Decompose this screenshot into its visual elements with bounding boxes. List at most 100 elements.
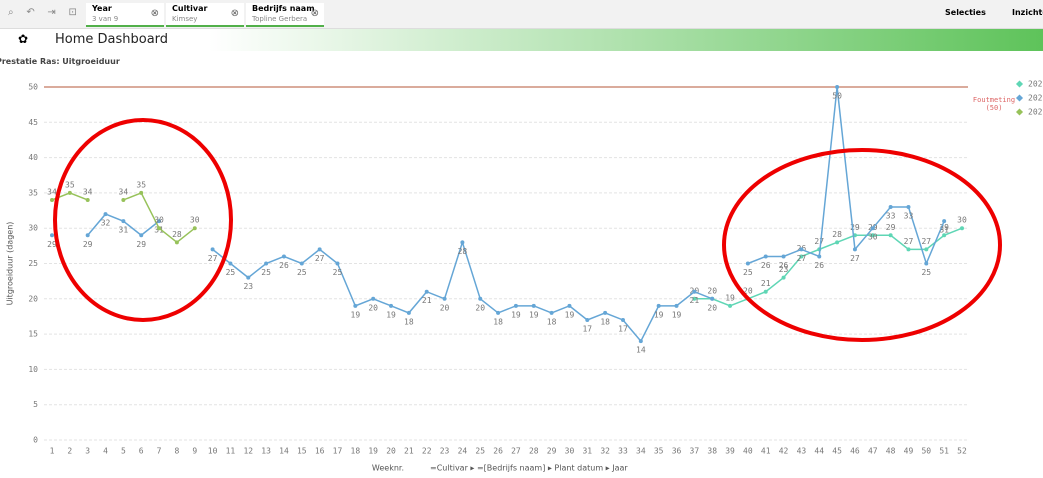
data-label: 25 bbox=[921, 268, 931, 277]
x-tick-label: 26 bbox=[493, 447, 503, 456]
y-tick-label: 0 bbox=[33, 436, 38, 445]
data-label: 33 bbox=[886, 212, 896, 221]
legend-marker bbox=[1015, 108, 1024, 116]
data-point bbox=[888, 205, 893, 210]
x-tick-label: 18 bbox=[351, 447, 361, 456]
data-label: 29 bbox=[850, 223, 860, 232]
x-drill-path: =Cultivar ▸ =[Bedrijfs naam] ▸ Plant dat… bbox=[430, 464, 628, 473]
data-point bbox=[924, 261, 929, 266]
data-point bbox=[121, 197, 126, 202]
x-tick-label: 24 bbox=[458, 447, 468, 456]
data-point bbox=[228, 261, 233, 266]
insights-button[interactable]: Inzichten bbox=[1012, 8, 1043, 17]
data-point bbox=[870, 233, 875, 238]
data-point bbox=[817, 254, 822, 259]
data-label: 23 bbox=[779, 265, 789, 274]
reference-label: Foutmeting (50) bbox=[972, 96, 1016, 112]
data-point bbox=[496, 310, 501, 315]
app-title: Home Dashboard bbox=[55, 32, 169, 47]
data-label: 23 bbox=[243, 282, 253, 291]
x-tick-label: 43 bbox=[797, 447, 807, 456]
data-label: 25 bbox=[261, 268, 271, 277]
selection-chip[interactable]: Bedrijfs naam Topline Gerbera ⊗ bbox=[246, 3, 324, 27]
data-point bbox=[389, 303, 394, 308]
data-label: 31 bbox=[119, 226, 129, 235]
data-point bbox=[870, 226, 875, 231]
data-label: 35 bbox=[136, 180, 146, 189]
data-label: 50 bbox=[832, 92, 842, 101]
chip-value: Kimsey bbox=[172, 15, 198, 23]
chip-value: 3 van 9 bbox=[92, 15, 119, 23]
x-tick-label: 38 bbox=[707, 447, 717, 456]
data-point bbox=[460, 240, 465, 245]
data-point bbox=[835, 85, 840, 89]
data-point bbox=[139, 233, 144, 238]
data-point bbox=[264, 261, 269, 266]
chart-title: Prestatie Ras: Uitgroeiduur bbox=[0, 57, 120, 66]
x-tick-label: 44 bbox=[814, 447, 824, 456]
y-tick-label: 35 bbox=[28, 188, 38, 197]
x-tick-label: 49 bbox=[904, 447, 914, 456]
data-label: 27 bbox=[814, 237, 824, 246]
x-tick-label: 36 bbox=[672, 447, 682, 456]
logo: ✿ bbox=[18, 32, 29, 46]
data-label: 30 bbox=[190, 216, 200, 225]
data-point bbox=[335, 261, 340, 266]
x-tick-label: 4 bbox=[103, 447, 108, 456]
x-tick-label: 6 bbox=[139, 447, 144, 456]
data-label: 19 bbox=[511, 310, 521, 319]
x-tick-label: 12 bbox=[243, 447, 253, 456]
x-tick-label: 19 bbox=[368, 447, 378, 456]
y-tick-label: 50 bbox=[28, 83, 38, 92]
data-label: 29 bbox=[47, 240, 57, 249]
data-label: 19 bbox=[529, 310, 539, 319]
data-point bbox=[67, 190, 72, 195]
x-tick-label: 33 bbox=[618, 447, 628, 456]
data-point bbox=[710, 296, 715, 301]
y-tick-label: 25 bbox=[28, 259, 38, 268]
data-label: 18 bbox=[547, 317, 557, 326]
data-label: 34 bbox=[83, 187, 93, 196]
x-tick-label: 31 bbox=[582, 447, 592, 456]
chip-value: Topline Gerbera bbox=[252, 15, 308, 23]
selection-chip[interactable]: Year 3 van 9 ⊗ bbox=[86, 3, 164, 27]
data-label: 17 bbox=[618, 324, 628, 333]
x-tick-label: 47 bbox=[868, 447, 878, 456]
selections-button[interactable]: Selecties bbox=[945, 8, 986, 17]
x-tick-label: 29 bbox=[547, 447, 557, 456]
x-tick-label: 52 bbox=[957, 447, 967, 456]
x-tick-label: 27 bbox=[511, 447, 521, 456]
data-point bbox=[85, 197, 90, 202]
data-label: 19 bbox=[565, 310, 575, 319]
data-point bbox=[121, 219, 126, 224]
data-label: 25 bbox=[743, 268, 753, 277]
x-tick-label: 23 bbox=[440, 447, 450, 456]
annotation-ellipse bbox=[722, 148, 1002, 342]
data-label: 26 bbox=[814, 261, 824, 270]
x-axis-label: Weeknr. bbox=[372, 464, 404, 473]
data-label: 30 bbox=[868, 233, 878, 242]
data-point bbox=[513, 303, 518, 308]
y-tick-label: 20 bbox=[28, 294, 38, 303]
data-label: 18 bbox=[493, 317, 503, 326]
legend-marker bbox=[1015, 80, 1024, 88]
data-point bbox=[192, 226, 197, 231]
data-point bbox=[763, 254, 768, 259]
x-tick-label: 15 bbox=[297, 447, 307, 456]
selection-chip[interactable]: Cultivar Kimsey ⊗ bbox=[166, 3, 244, 27]
data-point bbox=[299, 261, 304, 266]
data-point bbox=[692, 289, 697, 294]
data-point bbox=[50, 197, 54, 202]
data-point bbox=[157, 226, 162, 231]
x-tick-label: 32 bbox=[600, 447, 610, 456]
data-label: 28 bbox=[458, 247, 468, 256]
data-point bbox=[799, 254, 804, 259]
data-label: 27 bbox=[315, 254, 325, 263]
data-label: 20 bbox=[743, 286, 753, 295]
data-point bbox=[157, 219, 162, 224]
data-label: 20 bbox=[707, 286, 717, 295]
data-label: 27 bbox=[850, 254, 860, 263]
y-tick-label: 30 bbox=[28, 224, 38, 233]
